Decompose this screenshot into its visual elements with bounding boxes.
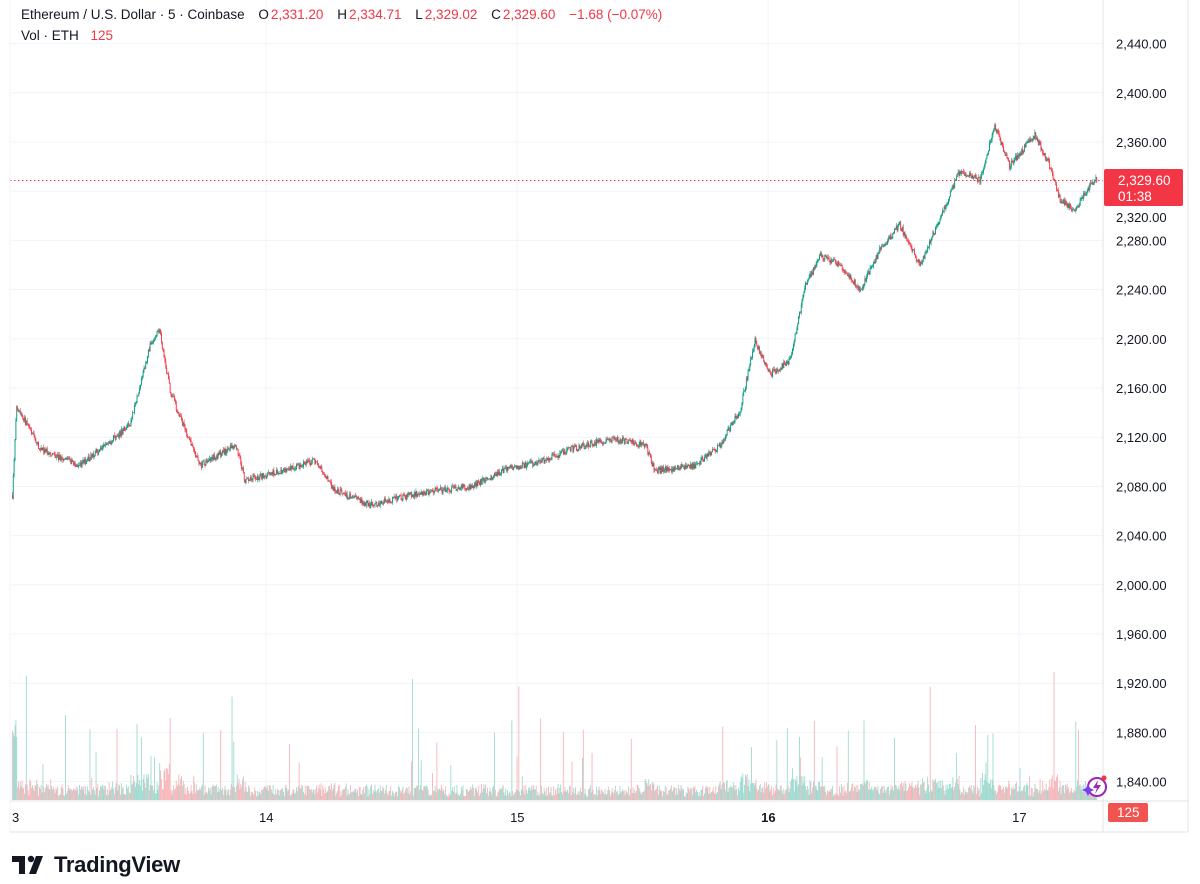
time-tick-label: 14 xyxy=(259,810,273,825)
price-tick-label: 1,920.00 xyxy=(1116,676,1167,691)
low-label: L xyxy=(415,7,423,22)
volume-bars xyxy=(11,671,1098,800)
price-tick-label: 2,000.00 xyxy=(1116,578,1167,593)
close-label: C xyxy=(491,7,501,22)
grid xyxy=(10,0,1103,801)
symbol-title[interactable]: Ethereum / U.S. Dollar · 5 · Coinbase xyxy=(21,7,245,22)
price-tick-label: 2,240.00 xyxy=(1116,283,1167,298)
volume-row: Vol · ETH 125 xyxy=(21,25,664,46)
tradingview-logo[interactable]: TradingView xyxy=(12,852,180,878)
volume-tag-value: 125 xyxy=(1117,805,1140,820)
price-tick-label: 2,120.00 xyxy=(1116,430,1167,445)
price-tick-label: 2,040.00 xyxy=(1116,529,1167,544)
high-value: 2,334.71 xyxy=(348,7,402,22)
tradingview-logo-icon xyxy=(12,855,43,874)
time-tick-label: 17 xyxy=(1012,810,1026,825)
price-tick-label: 1,960.00 xyxy=(1116,627,1167,642)
time-tick-label: 3 xyxy=(12,810,19,825)
price-tick-label: 1,840.00 xyxy=(1116,775,1167,790)
price-tick-label: 2,400.00 xyxy=(1116,86,1167,101)
volume-label[interactable]: Vol · ETH xyxy=(21,28,79,43)
price-tick-label: 1,880.00 xyxy=(1116,725,1167,740)
candles xyxy=(11,122,1098,509)
bar-countdown: 01:38 xyxy=(1118,189,1152,204)
price-axis[interactable]: 1,840.00 1,880.00 1,920.00 1,960.00 2,000.00… xyxy=(1116,37,1167,790)
change-value: −1.68 (−0.07%) xyxy=(569,7,663,22)
time-axis[interactable]: 3 14 15 16 17 xyxy=(12,810,1027,825)
open-value: 2,331.20 xyxy=(270,7,324,22)
last-price-tag: 2,329.60 01:38 xyxy=(1104,169,1183,206)
ai-assistant-icon[interactable] xyxy=(1082,775,1107,797)
close-value: 2,329.60 xyxy=(502,7,556,22)
price-tick-label: 2,360.00 xyxy=(1116,135,1167,150)
volume-tag: 125 xyxy=(1108,803,1148,822)
price-tick-label: 2,080.00 xyxy=(1116,479,1167,494)
price-tick-label: 2,200.00 xyxy=(1116,332,1167,347)
last-price-value: 2,329.60 xyxy=(1118,173,1171,188)
price-tick-label: 2,440.00 xyxy=(1116,37,1167,52)
price-tick-label: 2,280.00 xyxy=(1116,233,1167,248)
open-label: O xyxy=(258,7,269,22)
time-tick-label: 15 xyxy=(510,810,524,825)
time-tick-label: 16 xyxy=(761,810,775,825)
volume-value: 125 xyxy=(90,28,114,43)
price-tick-label: 2,160.00 xyxy=(1116,381,1167,396)
branding-text: TradingView xyxy=(54,852,180,877)
high-label: H xyxy=(337,7,347,22)
price-tick-label: 2,320.00 xyxy=(1116,210,1167,225)
low-value: 2,329.02 xyxy=(424,7,478,22)
